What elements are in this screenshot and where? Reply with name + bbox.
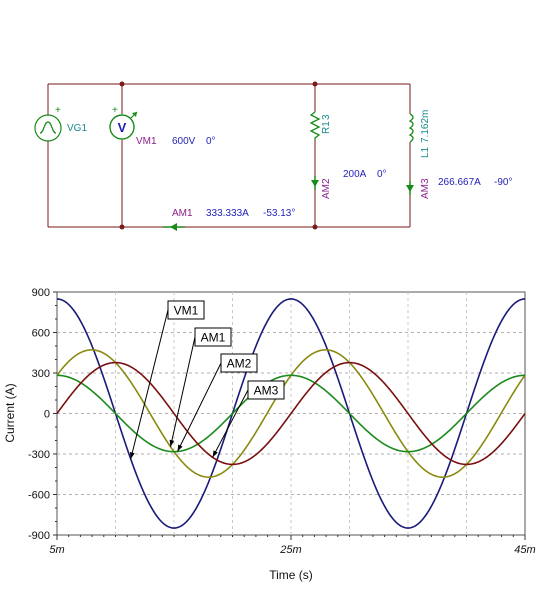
callout-am2: AM2 [177,353,258,452]
ammeter-l-phase: -90° [494,177,512,188]
ammeter-r-value: 200A [343,169,367,180]
callout-label: AM3 [254,384,279,398]
ammeter-r-symbol: AM2 200A 0° [311,169,387,199]
x-axis-title: Time (s) [269,568,313,582]
resistor-symbol: R1 3 [309,111,332,140]
x-axis-ticks: 5m 25m 45m [49,535,536,556]
y-tick-label: 900 [32,287,50,299]
y-axis-ticks: 900 600 300 0 -300 -600 -900 [28,287,57,542]
ammeter-l-name: AM3 [420,178,431,199]
y-tick-label: 300 [32,368,50,380]
ammeter-r-name: AM2 [321,178,332,199]
source-plus-sign: + [55,105,61,116]
callout-box [247,380,285,400]
node-top-r [312,81,318,87]
callout-arrowhead [129,452,135,459]
callout-box [167,300,205,320]
series-line-vm1 [56,298,526,529]
voltmeter-phase: 0° [206,136,216,147]
x-tick-label: 25m [279,544,301,556]
series-lines [56,298,526,529]
callout-leader [170,336,196,447]
ammeter-main-value: 333.333A [206,208,249,219]
callout-leader [212,389,249,458]
node-top-vm [119,81,125,87]
resistor-value: 3 [321,114,332,120]
voltmeter-symbol: V + VM1 600V 0° [109,105,216,147]
callout-box [194,327,232,347]
y-tick-label: 600 [32,328,50,340]
voltmeter-plus-sign: + [112,105,118,116]
inductor-value: 7.162m [420,110,431,143]
ammeter-l-value: 266.667A [438,177,481,188]
circuit-schematic: + VG1 V + VM1 600V 0° AM1 333.333A -53.1… [34,81,512,231]
node-bottom-r [312,224,318,230]
y-tick-label: 0 [44,409,50,421]
voltmeter-glyph: V [118,120,127,135]
callout-am1: AM1 [169,327,232,447]
y-tick-label: -900 [28,530,50,542]
ammeter-main-name: AM1 [172,208,193,219]
series-line-am3 [56,361,526,466]
x-tick-label: 5m [49,544,64,556]
callout-leader [130,309,169,460]
y-axis-title: Current (A) [3,383,17,442]
voltmeter-value: 600V [172,136,196,147]
callout-leader [177,362,222,452]
callout-am3: AM3 [212,380,285,458]
source-name: VG1 [67,123,87,134]
y-tick-label: -300 [28,449,50,461]
voltage-source-symbol: + VG1 [34,105,87,142]
callout-label: VM1 [174,304,199,318]
voltmeter-name: VM1 [136,136,157,147]
wires [47,83,411,228]
ammeter-main-phase: -53.13° [263,208,295,219]
ammeter-main-symbol: AM1 333.333A -53.13° [163,208,295,231]
callout-label: AM1 [201,331,226,345]
callout-arrowhead [212,450,218,458]
junction-nodes [119,81,318,230]
inductor-symbol: L1 7.162m [408,110,431,158]
ammeter-r-phase: 0° [377,169,387,180]
callout-label: AM2 [227,357,252,371]
callout-box [220,353,258,373]
callout-arrowhead [177,444,183,452]
callout-vm1: VM1 [129,300,205,460]
series-line-am2 [56,374,526,453]
inductor-name: L1 [420,146,431,158]
y-tick-label: -600 [28,490,50,502]
ammeter-l-symbol: AM3 266.667A -90° [406,177,512,199]
resistor-name: R1 [321,121,332,134]
callout-arrowhead [169,439,175,447]
x-tick-label: 45m [514,544,535,556]
node-bottom-vm [119,224,125,230]
